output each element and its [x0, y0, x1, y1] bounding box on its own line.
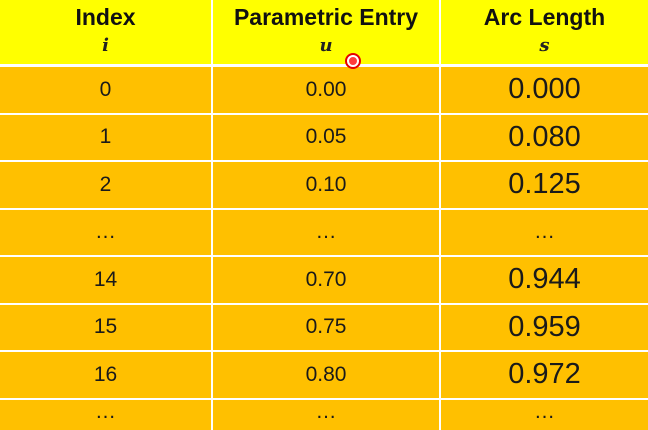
cell-index: … [0, 208, 213, 258]
cell-index: 0 [0, 65, 213, 115]
header-title: Parametric Entry [233, 4, 419, 30]
cell-index: 15 [0, 303, 213, 353]
table-row: 15 0.75 0.959 [0, 303, 648, 353]
cell-s: 0.000 [440, 65, 648, 115]
table-row: 14 0.70 0.944 [0, 256, 648, 305]
table-row-ellipsis: … … … [0, 398, 648, 430]
cell-index: 2 [0, 161, 213, 210]
header-row: Index i Parametric Entry u Arc Length s [0, 0, 648, 67]
table-row-ellipsis: … … … [0, 208, 648, 258]
cell-u: 0.70 [212, 256, 441, 305]
cell-s: 0.972 [440, 351, 648, 400]
cell-u: 0.75 [212, 303, 441, 353]
table-row: 1 0.05 0.080 [0, 113, 648, 163]
cell-s: … [440, 398, 648, 430]
pointer-dot-icon [347, 55, 359, 67]
cell-u: 0.80 [212, 351, 441, 400]
cell-s: 0.959 [440, 303, 648, 353]
cell-s: … [440, 208, 648, 258]
header-title: Index [75, 4, 136, 30]
header-symbol: s [539, 35, 550, 56]
cell-s: 0.125 [440, 161, 648, 210]
cell-u: 0.00 [212, 65, 441, 115]
header-symbol: u [319, 35, 333, 56]
cell-u: … [212, 398, 441, 430]
header-symbol: i [102, 35, 109, 56]
cell-u: 0.10 [212, 161, 441, 210]
cell-index: 1 [0, 113, 213, 163]
header-index: Index i [0, 0, 213, 67]
table-row: 2 0.10 0.125 [0, 161, 648, 210]
table-row: 0 0.00 0.000 [0, 65, 648, 115]
table-row: 16 0.80 0.972 [0, 351, 648, 400]
cell-s: 0.944 [440, 256, 648, 305]
header-arc-length: Arc Length s [440, 0, 648, 67]
cell-u: 0.05 [212, 113, 441, 163]
cell-index: 14 [0, 256, 213, 305]
cell-index: … [0, 398, 213, 430]
cell-index: 16 [0, 351, 213, 400]
cell-u: … [212, 208, 441, 258]
cell-s: 0.080 [440, 113, 648, 163]
header-title: Arc Length [483, 4, 606, 30]
header-parametric-entry: Parametric Entry u [212, 0, 441, 67]
